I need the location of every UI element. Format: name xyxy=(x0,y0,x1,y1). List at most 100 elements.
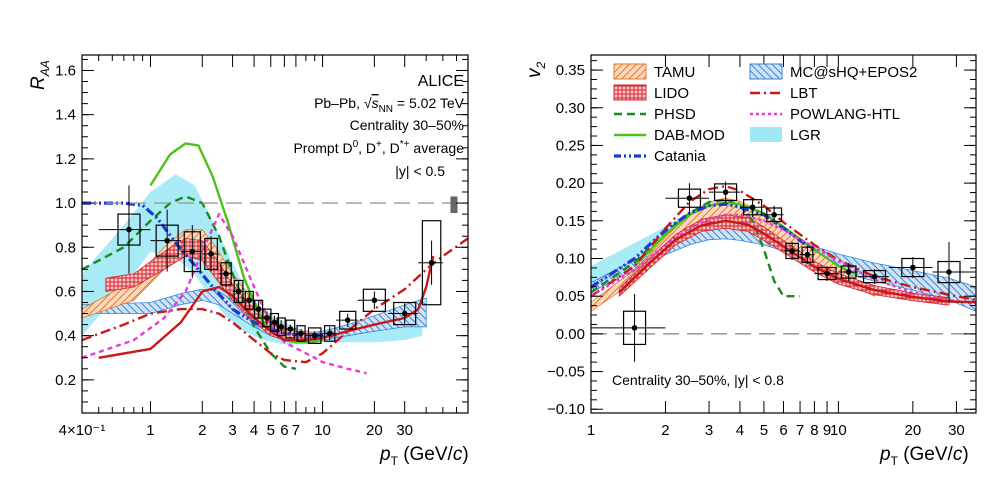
curve-catania xyxy=(591,202,816,289)
raa-data-points xyxy=(98,185,458,344)
data-point xyxy=(284,319,296,339)
legend-label: PHSD xyxy=(654,106,696,123)
x-tick-label: 3 xyxy=(705,422,713,439)
data-point xyxy=(932,241,976,303)
data-point xyxy=(665,183,710,214)
raa-axes: 4×10⁻¹ 1 2 3 4 5 6 7 10 20 30 0.2 0.4 0.6 0.8 1.0 1.2 1.4… xyxy=(55,54,469,439)
species-label: Prompt D0, D+, D*+ average xyxy=(293,139,464,156)
x-tick-label: 7 xyxy=(796,422,804,439)
marker xyxy=(789,248,795,254)
marker xyxy=(824,270,830,277)
curve-red-solid xyxy=(618,219,976,304)
y-tick-label: 0.2 xyxy=(55,372,76,389)
x-tick-label: 2 xyxy=(198,422,206,439)
legend-label: POWLANG-HTL xyxy=(790,106,900,123)
legend-entry-catania: Catania xyxy=(614,148,706,165)
data-point xyxy=(857,269,889,285)
x-tick-label: 8 xyxy=(810,422,818,439)
v2-axes: 1 2 3 4 5 6 7 8 910 20 30 −0.10 −0.05 0.00 0.05 0.10 0.1… xyxy=(547,54,977,439)
data-point xyxy=(387,301,419,326)
data-point xyxy=(262,308,272,328)
marker xyxy=(164,237,170,244)
marker xyxy=(223,270,229,277)
x-tick-label: 2 xyxy=(661,422,669,439)
y-tick-label: 1.6 xyxy=(55,62,76,79)
legend-entry-phsd: PHSD xyxy=(614,106,696,123)
marker xyxy=(371,297,378,304)
curve-phsd xyxy=(82,195,297,370)
legend-entry-dab-mod: DAB-MOD xyxy=(614,127,725,144)
data-point xyxy=(591,293,666,362)
data-point xyxy=(98,185,151,274)
curve-catania xyxy=(82,201,337,338)
legend-swatch xyxy=(749,63,783,80)
x-tick-label: 5 xyxy=(760,422,768,439)
y-tick-label: 0.10 xyxy=(556,250,585,267)
marker xyxy=(871,273,878,280)
legend: TAMU MC@sHQ+EPOS2 LIDO LBT PHSD POWLANG-HTL DA… xyxy=(613,63,917,165)
legend-entry-lgr: LGR xyxy=(750,127,821,144)
data-point xyxy=(232,279,245,304)
marker xyxy=(311,332,318,339)
marker xyxy=(910,264,916,271)
y-tick-label: 0.20 xyxy=(556,175,585,192)
data-point xyxy=(739,197,764,218)
collision-system: Pb–Pb, √sNN = 5.02 TeV xyxy=(314,95,465,115)
marker xyxy=(946,269,952,275)
v2-x-axis-label: pT (GeV/c) xyxy=(879,444,969,468)
x-tick-label: 30 xyxy=(396,422,413,439)
data-point xyxy=(418,220,443,306)
data-point xyxy=(202,236,219,272)
x-tick-label: 20 xyxy=(905,422,922,439)
y-tick-label: −0.05 xyxy=(547,364,585,381)
plot-frame xyxy=(81,54,469,414)
v2-data-points xyxy=(591,181,976,362)
marker xyxy=(255,306,262,312)
marker xyxy=(401,310,408,317)
marker xyxy=(264,315,270,321)
raa-y-axis-label: RAA xyxy=(28,60,52,90)
data-point xyxy=(276,317,286,337)
x-tick-label: 7 xyxy=(292,422,300,439)
v2-y-axis-label: v2 xyxy=(524,62,548,79)
marker xyxy=(287,326,294,332)
x-tick-label: 3 xyxy=(228,422,236,439)
y-tick-label: 0.30 xyxy=(556,100,585,117)
curve-lbt xyxy=(591,184,976,302)
data-point xyxy=(357,288,388,312)
x-tick-label: 10 xyxy=(314,422,331,439)
marker xyxy=(278,324,285,330)
data-point xyxy=(180,225,203,279)
marker xyxy=(686,195,693,201)
marker xyxy=(189,248,196,255)
data-point xyxy=(838,263,858,282)
legend-label: LIDO xyxy=(654,85,689,102)
data-point xyxy=(269,312,280,332)
legend-label: LBT xyxy=(790,85,818,102)
data-point xyxy=(763,205,784,224)
marker xyxy=(771,211,777,218)
x-tick-label: 4×10⁻¹ xyxy=(59,422,106,439)
data-point xyxy=(218,260,233,288)
legend-label: Catania xyxy=(654,148,706,165)
legend-entry-mc-shq-epos2: MC@sHQ+EPOS2 xyxy=(749,63,917,81)
marker xyxy=(804,251,811,258)
x-tick-label: 6 xyxy=(280,422,288,439)
legend-label: LGR xyxy=(790,127,821,144)
data-point xyxy=(295,325,306,342)
y-tick-label: 1.4 xyxy=(55,107,76,124)
y-tick-label: 0.15 xyxy=(556,213,585,230)
y-tick-label: 0.05 xyxy=(556,288,585,305)
data-point xyxy=(800,245,815,264)
raa-model-curves xyxy=(82,142,468,375)
y-tick-label: 1.2 xyxy=(55,151,76,168)
legend-entry-lido: LIDO xyxy=(613,84,689,102)
data-point xyxy=(322,325,337,342)
y-tick-label: 0.6 xyxy=(55,283,76,300)
x-tick-label: 5 xyxy=(267,422,275,439)
y-tick-label: 0.4 xyxy=(55,328,76,345)
legend-swatch xyxy=(750,127,782,142)
legend-entry-tamu: TAMU xyxy=(613,63,695,81)
data-point xyxy=(336,310,358,330)
